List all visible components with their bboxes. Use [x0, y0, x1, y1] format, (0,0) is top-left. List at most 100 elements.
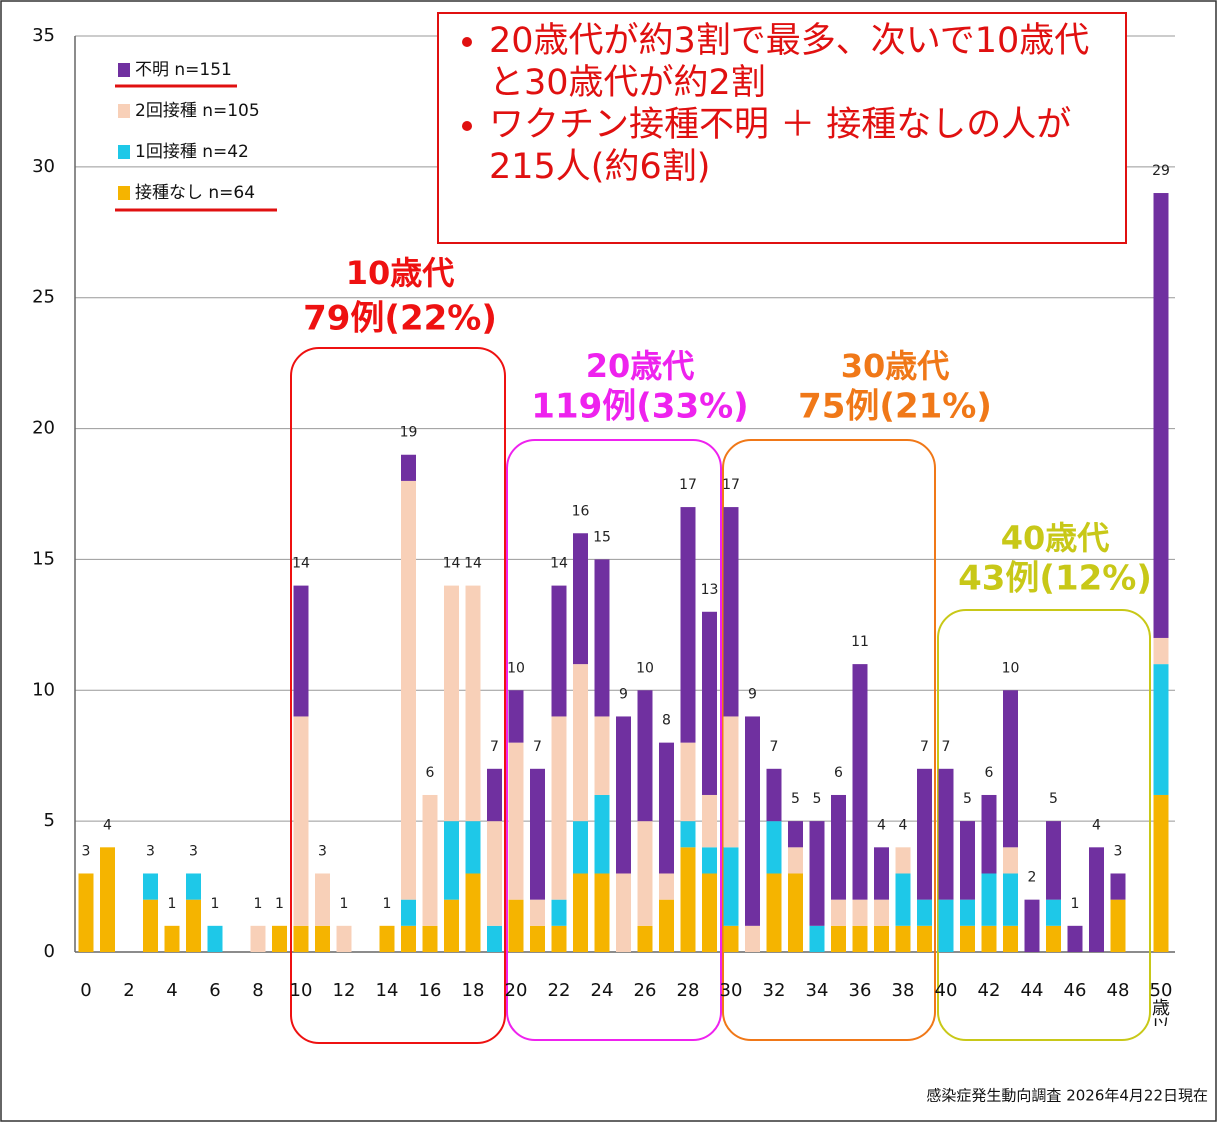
source-note: 感染症発生動向調査 2026年4月22日現在 [926, 1087, 1208, 1105]
total-label: 5 [813, 791, 822, 807]
bar-segment [874, 925, 889, 952]
bar-segment [809, 821, 825, 926]
total-label: 1 [383, 896, 392, 912]
bar-segment [1003, 690, 1018, 848]
bar-segment [422, 794, 438, 926]
bar-segment [78, 873, 94, 952]
bar-segment [680, 847, 696, 952]
bar-segment [788, 873, 803, 952]
bar-segment [874, 899, 889, 926]
bar-segment [917, 925, 932, 952]
x-tick-label: 20 [504, 982, 528, 1001]
bar-segment [874, 847, 889, 900]
total-label: 1 [275, 896, 284, 912]
x-tick-label: 36 [848, 982, 872, 1001]
bar-segment [272, 925, 287, 952]
bar-segment [594, 716, 610, 795]
bar-segment [981, 925, 997, 952]
bar-segment [831, 899, 846, 926]
legend-label: 2回接種 n=105 [135, 101, 260, 121]
bar-segment [573, 821, 588, 874]
total-label: 7 [942, 739, 951, 755]
bar-segment [745, 925, 760, 952]
total-label: 3 [189, 843, 198, 859]
x-tick-slot: 22 [548, 982, 571, 1000]
group-box [722, 439, 936, 1041]
total-label: 10 [1002, 660, 1020, 676]
y-tick-label: 15 [32, 548, 55, 569]
x-tick-slot: 20 [504, 982, 528, 1001]
bar-segment [401, 925, 416, 952]
y-tick-label: 5 [44, 810, 55, 831]
x-tick-slot: 28 [677, 982, 700, 1000]
bar-segment [487, 821, 502, 926]
total-label: 7 [920, 739, 929, 755]
group-label: 30歳代 [841, 347, 950, 385]
bar-segment [960, 899, 975, 926]
bar-segment [487, 768, 502, 822]
bar-segment [530, 899, 545, 926]
bar-segment [293, 585, 309, 717]
bar-segment [680, 507, 696, 743]
bar-segment [293, 925, 309, 952]
bar-segment [659, 742, 674, 874]
bar-segment [1003, 873, 1018, 926]
bar-segment [938, 768, 954, 900]
bar-segment [1046, 925, 1061, 952]
bar-segment [852, 925, 868, 952]
total-label: 1 [211, 896, 220, 912]
total-label: 19 [400, 425, 418, 441]
y-tick-label: 0 [44, 941, 55, 962]
group-label: 40歳代 [1001, 519, 1110, 557]
bar-segment [938, 899, 954, 952]
bar-segment [401, 480, 416, 900]
x-tick-label: 18 [461, 982, 485, 1001]
bar-segment [723, 847, 739, 926]
bar-segment [1153, 193, 1169, 638]
total-label: 4 [877, 817, 886, 833]
total-label: 15 [593, 529, 611, 545]
x-tick-label: 16 [418, 982, 442, 1001]
total-label: 3 [146, 843, 155, 859]
legend-label: 1回接種 n=42 [135, 142, 249, 162]
x-tick-label: 4 [166, 982, 178, 1001]
x-tick-label: 10 [289, 982, 313, 1001]
bar-segment [852, 899, 868, 926]
bar-segment [895, 873, 911, 926]
x-tick-label: 12 [332, 982, 356, 1001]
bar-segment [186, 873, 201, 900]
bar-segment [1153, 637, 1169, 665]
bar-segment [723, 716, 739, 848]
x-tick-label: 26 [633, 982, 657, 1001]
bar-segment [465, 873, 481, 952]
x-tick-label: 32 [762, 982, 786, 1001]
bar-segment [1153, 664, 1169, 795]
bar-segment [659, 899, 674, 952]
x-tick-label: 6 [209, 982, 221, 1001]
x-tick-slot: 34 [806, 982, 829, 1000]
total-label: 16 [572, 503, 590, 519]
y-tick-label: 35 [32, 25, 55, 46]
bar-segment [637, 925, 653, 952]
x-tick-slot: 4 [166, 982, 178, 1001]
bar-segment [594, 794, 610, 874]
bar-segment [551, 585, 567, 717]
x-tick-slot: 48 [1107, 982, 1130, 1000]
bar-segment [831, 794, 846, 900]
x-tick-slot: 12 [332, 982, 356, 1001]
bar-segment [680, 821, 696, 848]
group-detail: 119例(33%) [531, 387, 748, 427]
x-tick-label: 24 [590, 982, 614, 1001]
bar-segment [960, 925, 975, 952]
bar-segment [143, 899, 158, 952]
x-tick-slot: 44 [1021, 982, 1044, 1000]
bar-segment [702, 611, 717, 795]
total-label: 4 [899, 817, 908, 833]
x-tick-slot: 8 [252, 982, 263, 1000]
legend-label: 不明 n=151 [135, 60, 232, 80]
bar-segment [981, 873, 997, 926]
x-tick-slot: 32 [762, 982, 786, 1001]
bar-segment [809, 925, 825, 952]
bar-segment [594, 559, 610, 717]
bar-segment [723, 507, 739, 717]
